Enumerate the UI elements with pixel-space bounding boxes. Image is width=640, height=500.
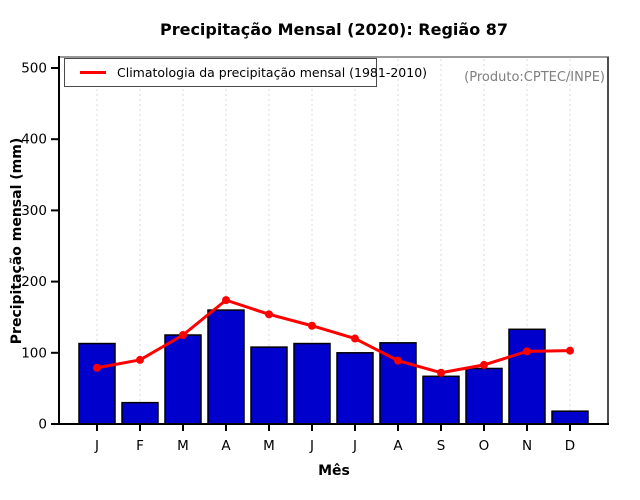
x-tick-label-6: J bbox=[352, 438, 357, 454]
product-credit-label: (Produto:CPTEC/INPE) bbox=[464, 70, 605, 85]
climatology-point-10 bbox=[523, 347, 531, 356]
x-tick-label-2: M bbox=[177, 438, 189, 454]
climatology-line bbox=[96, 298, 571, 375]
climatology-point-8 bbox=[437, 368, 445, 377]
y-tick-label-400: 400 bbox=[21, 132, 47, 148]
y-tick-label-200: 200 bbox=[21, 274, 47, 290]
climatology-point-0 bbox=[93, 363, 101, 372]
climatology-point-4 bbox=[265, 310, 273, 319]
legend-label: Climatologia da precipitação mensal (198… bbox=[117, 65, 428, 80]
y-tick-label-0: 0 bbox=[38, 417, 47, 433]
climatology-point-7 bbox=[394, 356, 402, 365]
bar-month-A-7 bbox=[379, 342, 417, 425]
bar-month-F-1 bbox=[121, 401, 159, 425]
climatology-point-11 bbox=[566, 346, 574, 355]
bar-month-J-5 bbox=[293, 342, 331, 425]
y-tick-label-500: 500 bbox=[21, 61, 47, 77]
x-tick-label-0: J bbox=[94, 438, 99, 454]
bar-month-A-3 bbox=[207, 309, 245, 425]
x-tick-label-10: N bbox=[522, 438, 532, 454]
x-tick-label-5: J bbox=[309, 438, 314, 454]
climatology-point-1 bbox=[136, 355, 144, 364]
x-tick-label-9: O bbox=[479, 438, 490, 454]
x-tick-label-11: D bbox=[565, 438, 575, 454]
bar-month-N-10 bbox=[508, 328, 546, 425]
bar-month-J-0 bbox=[78, 342, 116, 425]
climatology-point-5 bbox=[308, 321, 316, 330]
climatology-point-3 bbox=[222, 296, 230, 305]
climatology-point-9 bbox=[480, 360, 488, 369]
bar-month-D-11 bbox=[551, 410, 589, 425]
bar-month-M-4 bbox=[250, 346, 288, 425]
climatology-point-2 bbox=[179, 331, 187, 339]
x-tick-label-8: S bbox=[437, 438, 446, 454]
legend-box: Climatologia da precipitação mensal (198… bbox=[64, 58, 427, 87]
legend-line-swatch bbox=[80, 71, 106, 74]
y-tick-label-300: 300 bbox=[21, 203, 47, 219]
chart-title: Precipitação Mensal (2020): Região 87 bbox=[159, 20, 509, 39]
y-tick-label-100: 100 bbox=[21, 345, 47, 361]
bar-month-J-6 bbox=[336, 352, 374, 425]
bar-month-M-2 bbox=[164, 334, 202, 425]
bar-month-O-9 bbox=[465, 367, 503, 425]
x-tick-label-1: F bbox=[136, 438, 144, 454]
climatology-point-6 bbox=[351, 334, 359, 343]
x-tick-label-3: A bbox=[221, 438, 231, 454]
x-tick-label-7: A bbox=[393, 438, 403, 454]
bar-month-S-8 bbox=[422, 375, 460, 425]
y-axis-title: Precipitação mensal (mm) bbox=[9, 137, 25, 345]
x-tick-label-4: M bbox=[263, 438, 275, 454]
x-axis-title: Mês bbox=[318, 463, 350, 479]
